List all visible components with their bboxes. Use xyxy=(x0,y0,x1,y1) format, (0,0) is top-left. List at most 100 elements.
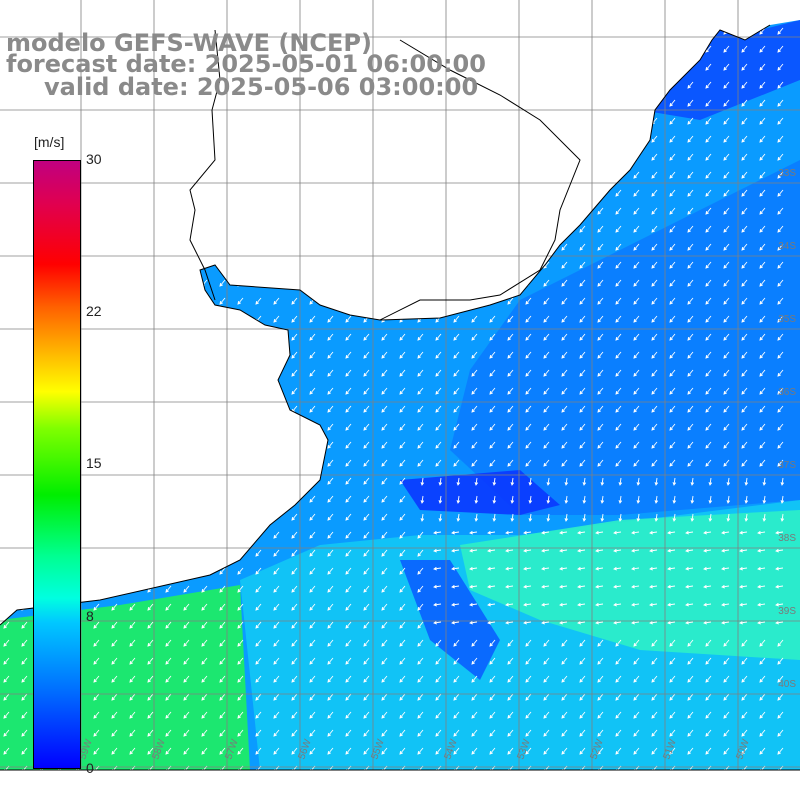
wind-arrow xyxy=(777,225,784,233)
wind-arrow xyxy=(345,351,352,359)
wind-arrow xyxy=(291,135,298,143)
wind-arrow xyxy=(651,729,658,737)
wind-arrow xyxy=(363,585,370,593)
wind-arrow xyxy=(618,495,623,504)
wind-arrow xyxy=(255,711,262,719)
wind-arrow xyxy=(237,351,244,359)
wind-arrow xyxy=(597,675,604,683)
wind-arrow xyxy=(381,297,388,305)
wind-arrow xyxy=(687,135,694,143)
wind-arrow xyxy=(183,639,190,647)
wind-arrow xyxy=(507,171,514,179)
wind-arrow xyxy=(723,279,730,287)
wind-arrow xyxy=(165,747,172,755)
wind-arrow xyxy=(183,747,190,755)
wind-arrow xyxy=(723,657,730,665)
wind-arrow xyxy=(219,117,226,125)
wind-arrow xyxy=(525,135,532,143)
wind-arrow xyxy=(345,171,352,179)
wind-arrow xyxy=(613,566,622,571)
wind-arrow xyxy=(111,531,118,539)
wind-arrow xyxy=(111,513,118,521)
wind-arrow xyxy=(757,620,766,625)
wind-arrow xyxy=(309,729,316,737)
wind-arrow xyxy=(345,729,352,737)
wind-arrow xyxy=(507,675,514,683)
wind-arrow xyxy=(453,639,460,647)
wind-arrow xyxy=(255,405,262,413)
wind-arrow xyxy=(381,333,388,341)
wind-arrow xyxy=(255,351,262,359)
wind-arrow xyxy=(489,207,496,215)
wind-arrow xyxy=(631,566,640,571)
wind-arrow xyxy=(721,548,730,553)
wind-arrow xyxy=(93,171,100,179)
wind-arrow xyxy=(507,405,514,413)
wind-arrow xyxy=(471,333,478,341)
wind-arrow xyxy=(687,333,694,341)
wind-arrow xyxy=(309,711,316,719)
wind-arrow xyxy=(417,135,424,143)
wind-arrow xyxy=(327,441,334,449)
wind-arrow xyxy=(705,171,712,179)
wind-arrow xyxy=(741,747,748,755)
wind-arrow xyxy=(129,603,136,611)
wind-arrow xyxy=(757,530,766,535)
wind-arrow xyxy=(273,621,280,629)
wind-arrow xyxy=(523,602,532,607)
wind-arrow xyxy=(651,279,658,287)
wind-arrow xyxy=(721,530,730,535)
wind-arrow xyxy=(435,117,442,125)
wind-arrow xyxy=(21,477,28,485)
wind-arrow xyxy=(759,153,766,161)
wind-arrow xyxy=(705,693,712,701)
wind-arrow xyxy=(759,405,766,413)
wind-arrow xyxy=(507,243,514,251)
wind-arrow xyxy=(3,459,10,467)
wind-arrow xyxy=(777,351,784,359)
wind-arrow xyxy=(579,369,586,377)
wind-arrow xyxy=(291,171,298,179)
wind-arrow xyxy=(435,369,442,377)
wind-arrow xyxy=(759,423,766,431)
wind-arrow xyxy=(309,117,316,125)
wind-arrow xyxy=(777,639,784,647)
wind-arrow xyxy=(3,81,10,89)
wind-arrow xyxy=(183,369,190,377)
wind-arrow xyxy=(255,549,262,557)
wind-arrow xyxy=(435,711,442,719)
wind-arrow xyxy=(507,81,514,89)
wind-arrow xyxy=(597,99,604,107)
wind-arrow xyxy=(183,549,190,557)
wind-arrow xyxy=(111,747,118,755)
wind-arrow xyxy=(345,549,352,557)
wind-arrow xyxy=(165,549,172,557)
wind-arrow xyxy=(633,747,640,755)
wind-arrow xyxy=(21,153,28,161)
wind-arrow xyxy=(543,99,550,107)
wind-arrow xyxy=(363,711,370,719)
wind-arrow xyxy=(667,602,676,607)
wind-arrow xyxy=(183,585,190,593)
wind-arrow xyxy=(309,315,316,323)
wind-arrow xyxy=(723,369,730,377)
wind-arrow xyxy=(399,225,406,233)
wind-arrow xyxy=(651,225,658,233)
wind-arrow xyxy=(489,81,496,89)
wind-arrow xyxy=(597,315,604,323)
wind-arrow xyxy=(345,297,352,305)
wind-arrow xyxy=(291,621,298,629)
wind-arrow xyxy=(703,620,712,625)
wind-arrow xyxy=(291,315,298,323)
wind-arrow xyxy=(21,387,28,395)
wind-arrow xyxy=(453,261,460,269)
wind-arrow xyxy=(417,279,424,287)
wind-arrow xyxy=(237,621,244,629)
wind-arrow xyxy=(597,135,604,143)
wind-arrow xyxy=(381,171,388,179)
wind-arrow xyxy=(561,675,568,683)
wind-arrow xyxy=(525,639,532,647)
wind-arrow xyxy=(147,153,154,161)
wind-arrow xyxy=(417,27,424,35)
wind-arrow xyxy=(21,135,28,143)
